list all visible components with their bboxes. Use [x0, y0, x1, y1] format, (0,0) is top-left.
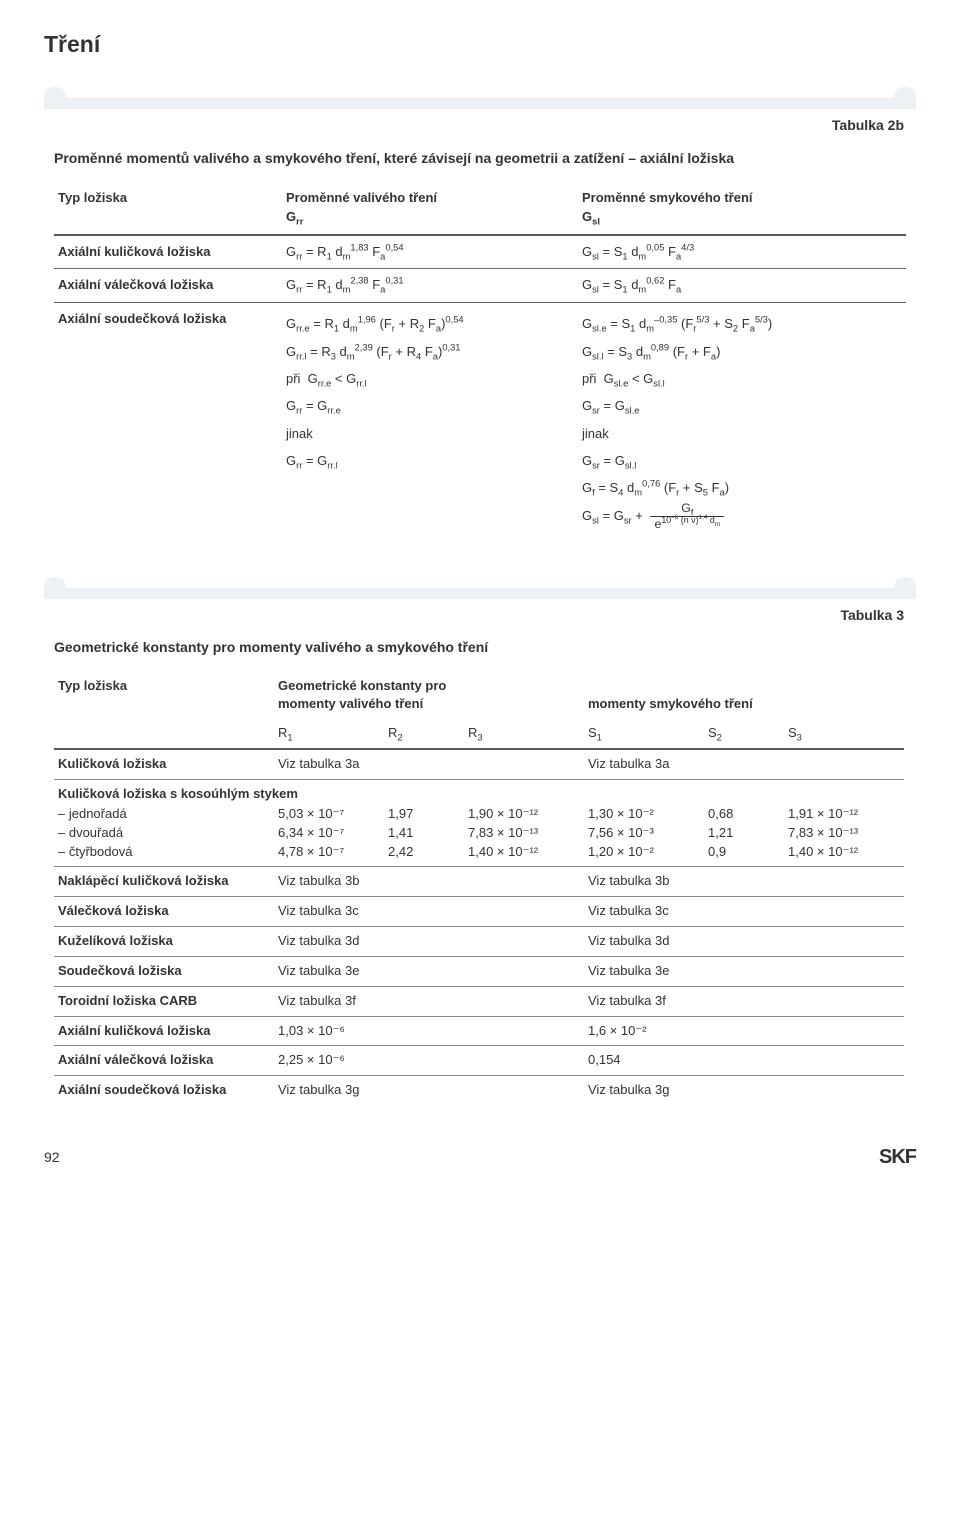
axv-s: 0,154: [584, 1046, 904, 1075]
row-ax-valec-gsl: Gsl = S1 dm0,62 Fa: [578, 269, 906, 302]
valec-r: Viz tabulka 3c: [274, 897, 584, 926]
c3: 1,20 × 10⁻²: [584, 843, 704, 867]
axv-r: 2,25 × 10⁻⁶: [274, 1046, 584, 1075]
row-ax-soudek-grr: Grr.e = R1 dm1,96 (Fr + R2 Fa)0,54 Grr.l…: [282, 303, 578, 539]
row-soudek: Soudečková ložiska: [54, 957, 274, 986]
col-gsl-title: Proměnné smykového tření: [582, 190, 753, 205]
row-ax-kulic3: Axiální kuličková ložiska: [54, 1017, 274, 1046]
row-ax-soudek3: Axiální soudečková ložiska: [54, 1076, 274, 1105]
d1: 1,41: [384, 824, 464, 843]
col-grr: Proměnné valivého tření Grr: [282, 182, 578, 234]
row-kosouhly-title: Kuličková ložiska s kosoúhlým stykem: [54, 780, 904, 805]
t3-col-typ: Typ ložiska: [54, 672, 274, 720]
axk-r: 1,03 × 10⁻⁶: [274, 1017, 584, 1046]
valec-s: Viz tabulka 3c: [584, 897, 904, 926]
table-2b-label: Tabulka 2b: [54, 115, 904, 135]
d5: 7,83 × 10⁻¹³: [784, 824, 904, 843]
row-valec: Válečková ložiska: [54, 897, 274, 926]
d0: 6,34 × 10⁻⁷: [274, 824, 384, 843]
page-title: Tření: [44, 28, 916, 61]
sub-dvou: – dvouřadá: [54, 824, 274, 843]
c2: 1,40 × 10⁻¹²: [464, 843, 584, 867]
c5: 1,40 × 10⁻¹²: [784, 843, 904, 867]
c1: 2,42: [384, 843, 464, 867]
row-ax-valec3: Axiální válečková ložiska: [54, 1046, 274, 1075]
kuzel-s: Viz tabulka 3d: [584, 927, 904, 956]
j3: 1,30 × 10⁻²: [584, 805, 704, 824]
row-naklapeci: Naklápěcí kuličková ložiska: [54, 867, 274, 896]
row-kulic-r: Viz tabulka 3a: [274, 750, 584, 779]
col-gsl: Proměnné smykového tření Gsl: [578, 182, 906, 234]
nakl-s: Viz tabulka 3b: [584, 867, 904, 896]
col-typ: Typ ložiska: [54, 182, 282, 234]
row-ax-valec: Axiální válečková ložiska: [54, 269, 282, 302]
sub-jedno: – jednořadá: [54, 805, 274, 824]
axs-r: Viz tabulka 3g: [274, 1076, 584, 1105]
row-kulic-s: Viz tabulka 3a: [584, 750, 904, 779]
t3-col-slide: momenty smykového tření: [584, 690, 904, 719]
axs-s: Viz tabulka 3g: [584, 1076, 904, 1105]
c0: 4,78 × 10⁻⁷: [274, 843, 384, 867]
row-kuzel: Kuželíková ložiska: [54, 927, 274, 956]
hdr-s3: S3: [784, 719, 904, 748]
table-2b: Tabulka 2b Proměnné momentů valivého a s…: [44, 87, 916, 545]
table-3-label: Tabulka 3: [54, 605, 904, 625]
row-ax-kulic: Axiální kuličková ložiska: [54, 236, 282, 269]
row-ax-kulic-gsl: Gsl = S1 dm0,05 Fa4/3: [578, 236, 906, 269]
brand-logo: SKF: [879, 1143, 916, 1172]
row-ax-kulic-grr: Grr = R1 dm1,83 Fa0,54: [282, 236, 578, 269]
j4: 0,68: [704, 805, 784, 824]
toroid-s: Viz tabulka 3f: [584, 987, 904, 1016]
page-footer: 92 SKF: [44, 1143, 916, 1172]
soudek-s: Viz tabulka 3e: [584, 957, 904, 986]
col-grr-title: Proměnné valivého tření: [286, 190, 437, 205]
axk-s: 1,6 × 10⁻²: [584, 1017, 904, 1046]
row-ax-soudek: Axiální soudečková ložiska: [54, 303, 282, 539]
d3: 7,56 × 10⁻³: [584, 824, 704, 843]
d4: 1,21: [704, 824, 784, 843]
j0: 5,03 × 10⁻⁷: [274, 805, 384, 824]
row-kulic: Kuličková ložiska: [54, 750, 274, 779]
t3-col-roll: Geometrické konstanty promomenty valivéh…: [274, 672, 584, 720]
row-toroid: Toroidní ložiska CARB: [54, 987, 274, 1016]
j1: 1,97: [384, 805, 464, 824]
hdr-s1: S1: [584, 719, 704, 748]
j5: 1,91 × 10⁻¹²: [784, 805, 904, 824]
table-3-title: Geometrické konstanty pro momenty valivé…: [54, 637, 906, 657]
kuzel-r: Viz tabulka 3d: [274, 927, 584, 956]
nakl-r: Viz tabulka 3b: [274, 867, 584, 896]
row-ax-soudek-gsl: Gsl.e = S1 dm–0,35 (Fr5/3 + S2 Fa5/3) Gs…: [578, 303, 906, 539]
hdr-r1: R1: [274, 719, 384, 748]
page-number: 92: [44, 1147, 60, 1167]
table-2b-title: Proměnné momentů valivého a smykového tř…: [54, 148, 906, 168]
hdr-r2: R2: [384, 719, 464, 748]
soudek-r: Viz tabulka 3e: [274, 957, 584, 986]
table-3: Tabulka 3 Geometrické konstanty pro mome…: [44, 577, 916, 1111]
j2: 1,90 × 10⁻¹²: [464, 805, 584, 824]
hdr-r3: R3: [464, 719, 584, 748]
c4: 0,9: [704, 843, 784, 867]
sub-ctyr: – čtyřbodová: [54, 843, 274, 867]
toroid-r: Viz tabulka 3f: [274, 987, 584, 1016]
d2: 7,83 × 10⁻¹³: [464, 824, 584, 843]
row-ax-valec-grr: Grr = R1 dm2,38 Fa0,31: [282, 269, 578, 302]
hdr-s2: S2: [704, 719, 784, 748]
